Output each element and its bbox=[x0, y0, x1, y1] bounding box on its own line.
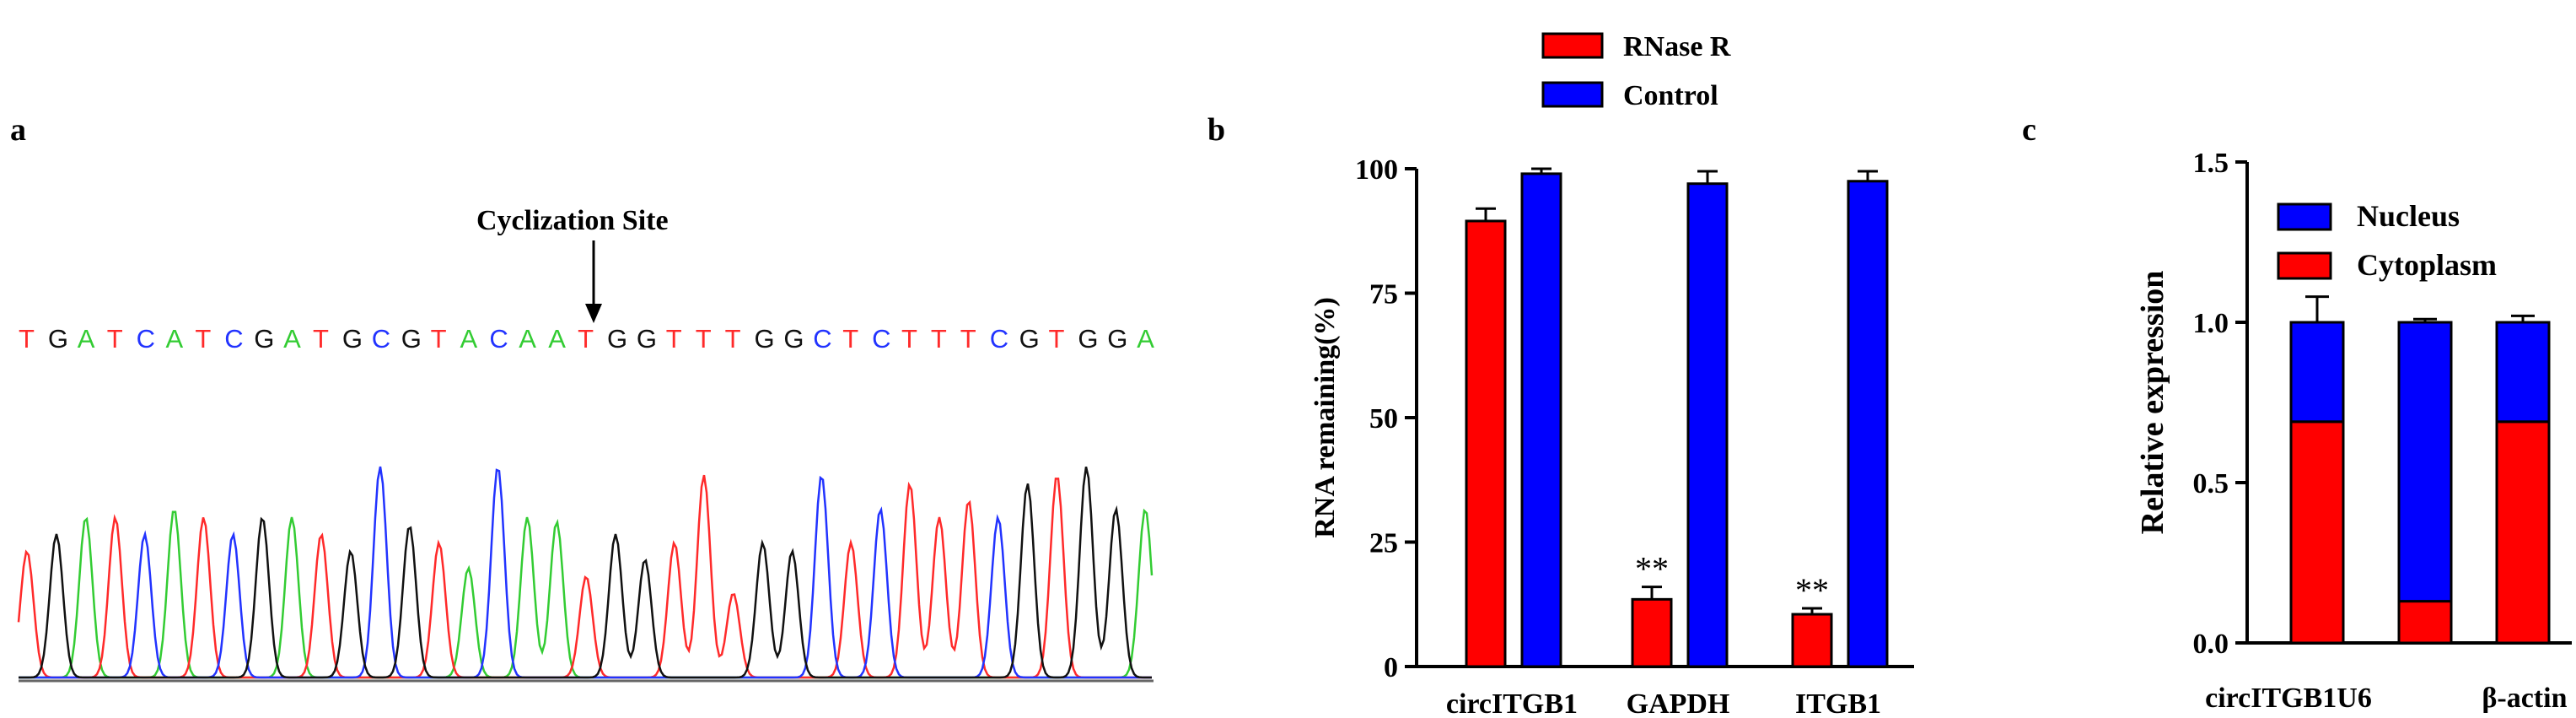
panel-b-rnase-chart: b RNase R Control 0 25 50 75 100 RNA remaining… bbox=[1207, 31, 1914, 718]
bar-c-cytoplasm-0 bbox=[2289, 420, 2345, 645]
legend-b: RNase R Control bbox=[1541, 31, 1731, 111]
sequence-letter-24: T bbox=[725, 324, 741, 354]
sequence-letter-36: G bbox=[1078, 324, 1098, 354]
sequence-letter-22: T bbox=[666, 324, 682, 354]
sequence-letter-1: G bbox=[48, 324, 68, 354]
x-tick-label-b-0: circITGB1 bbox=[1446, 688, 1578, 718]
axes-c: 0.0 0.5 1.0 1.5 Relative expression circITGB1… bbox=[2135, 148, 2572, 714]
bar-c-nucleus-0 bbox=[2289, 321, 2345, 424]
sequence-letter-18: A bbox=[548, 324, 566, 354]
y-tick-label-b-2: 50 bbox=[1369, 403, 1398, 435]
bars-c bbox=[2289, 295, 2551, 645]
sequence-letter-16: C bbox=[489, 324, 508, 354]
x-tick-label-b-2: ITGB1 bbox=[1795, 688, 1881, 718]
axes-b: 0 25 50 75 100 RNA remaining(%) circITGB1 GAPDH… bbox=[1310, 154, 1914, 718]
sequence-letter-5: A bbox=[166, 324, 184, 354]
legend-c: Nucleus Cytoplasm bbox=[2277, 199, 2497, 282]
sequence-letter-15: A bbox=[460, 324, 478, 354]
panel-b-letter: b bbox=[1207, 112, 1225, 148]
sequence-letter-35: T bbox=[1049, 324, 1065, 354]
bar-c-nucleus-1 bbox=[2397, 321, 2453, 603]
bar-b-rnase-r-2 bbox=[1791, 613, 1833, 668]
panel-a-letter: a bbox=[10, 112, 26, 148]
bar-c-nucleus-2 bbox=[2495, 321, 2551, 424]
sequence-letter-26: G bbox=[783, 324, 804, 354]
bars-b: ** ** bbox=[1465, 167, 1889, 668]
sequence-letter-0: T bbox=[19, 324, 35, 354]
sequence-letter-2: A bbox=[78, 324, 95, 354]
legend-c-swatch-1 bbox=[2277, 251, 2332, 280]
significance-label-b-2: ** bbox=[1795, 571, 1829, 609]
bar-b-control-2 bbox=[1847, 180, 1889, 668]
sequence-letter-29: C bbox=[872, 324, 890, 354]
x-tick-label-c-1: β-actin bbox=[2482, 683, 2567, 714]
bar-b-control-1 bbox=[1686, 182, 1729, 668]
sequence-letter-14: T bbox=[431, 324, 447, 354]
cyclization-arrow-head bbox=[585, 304, 602, 323]
y-tick-label-b-3: 75 bbox=[1369, 279, 1398, 310]
sequence-letter-19: T bbox=[578, 324, 594, 354]
sequence-letter-10: T bbox=[313, 324, 329, 354]
legend-b-label-1: Control bbox=[1623, 80, 1718, 111]
sequence-letter-31: T bbox=[931, 324, 947, 354]
y-tick-label-c-0: 0.0 bbox=[2193, 629, 2229, 660]
sequence-letter-21: G bbox=[637, 324, 657, 354]
y-tick-label-c-2: 1.0 bbox=[2193, 308, 2229, 339]
sequence-letter-13: G bbox=[401, 324, 422, 354]
bar-c-cytoplasm-2 bbox=[2495, 420, 2551, 645]
sequence-letter-32: T bbox=[960, 324, 976, 354]
cyclization-site-label: Cyclization Site bbox=[476, 205, 669, 236]
sequence-letter-17: A bbox=[519, 324, 536, 354]
sequence-letter-28: T bbox=[842, 324, 858, 354]
sequence-letter-4: C bbox=[137, 324, 155, 354]
sequence-letter-6: T bbox=[195, 324, 211, 354]
x-tick-label-c-0: circITGB1U6 bbox=[2205, 683, 2372, 714]
sequence-letter-3: T bbox=[107, 324, 123, 354]
bar-b-control-0 bbox=[1520, 172, 1562, 668]
sequence-letter-7: C bbox=[224, 324, 243, 354]
x-tick-label-b-1: GAPDH bbox=[1627, 688, 1730, 718]
sequence-letter-12: C bbox=[372, 324, 390, 354]
sequence-letter-8: G bbox=[254, 324, 274, 354]
panel-c-letter: c bbox=[2022, 112, 2036, 148]
y-tick-label-b-1: 25 bbox=[1369, 528, 1398, 559]
chromatogram-traces bbox=[17, 466, 1154, 679]
sequence-letter-27: C bbox=[813, 324, 831, 354]
y-tick-label-c-1: 0.5 bbox=[2193, 468, 2229, 499]
y-tick-label-c-3: 1.5 bbox=[2193, 148, 2229, 179]
bar-c-cytoplasm-1 bbox=[2397, 600, 2453, 645]
y-axis-label-b: RNA remaining(%) bbox=[1310, 297, 1341, 538]
sequence-letter-37: G bbox=[1107, 324, 1127, 354]
legend-c-label-0: Nucleus bbox=[2357, 199, 2460, 233]
bar-b-rnase-r-1 bbox=[1631, 597, 1673, 668]
legend-b-swatch-0 bbox=[1541, 32, 1604, 59]
sequence-letter-34: G bbox=[1019, 324, 1040, 354]
legend-c-swatch-0 bbox=[2277, 202, 2332, 231]
sequence-letter-9: A bbox=[283, 324, 301, 354]
y-axis-label-c: Relative expression bbox=[2135, 271, 2170, 535]
legend-b-swatch-1 bbox=[1541, 81, 1604, 108]
sequence-letter-30: T bbox=[901, 324, 917, 354]
legend-c-label-1: Cytoplasm bbox=[2357, 248, 2497, 282]
sequence-letter-38: A bbox=[1137, 324, 1154, 354]
legend-b-label-0: RNase R bbox=[1623, 31, 1731, 62]
sequence-letter-33: C bbox=[990, 324, 1008, 354]
trace-G bbox=[19, 467, 1152, 679]
sequence-letter-11: G bbox=[342, 324, 363, 354]
trace-T bbox=[17, 474, 1152, 679]
y-tick-label-b-0: 0 bbox=[1384, 652, 1398, 683]
sequence-letter-20: G bbox=[607, 324, 627, 354]
significance-label-b-1: ** bbox=[1635, 550, 1669, 588]
y-tick-label-b-4: 100 bbox=[1355, 154, 1398, 186]
sequence-letter-23: T bbox=[696, 324, 712, 354]
panel-c-localization-chart: c 0.0 0.5 1.0 1.5 Relative expression circITG… bbox=[2022, 112, 2572, 714]
sequence-letter-25: G bbox=[755, 324, 775, 354]
bar-b-rnase-r-0 bbox=[1465, 219, 1507, 668]
